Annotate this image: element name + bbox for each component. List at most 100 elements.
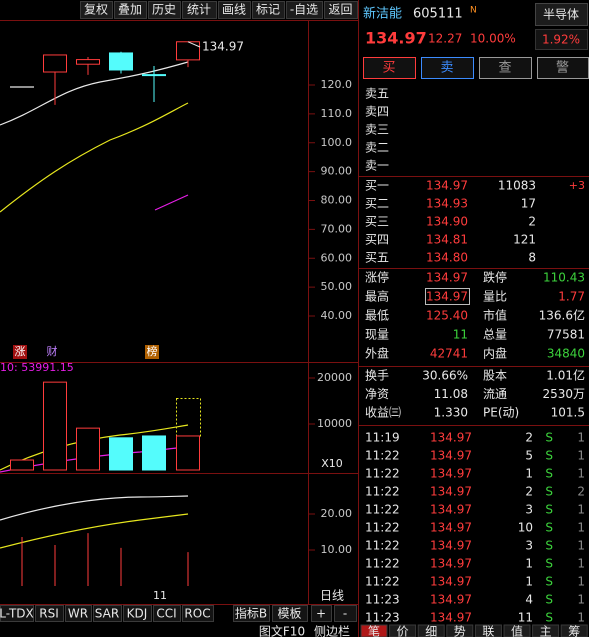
tick-cell: 11:22 [365,539,400,553]
stat-value: 34840 [547,347,585,361]
tick-cell: 11:23 [365,593,400,607]
bid-label: 买一 [365,179,389,193]
panel-tab-label: 细 [425,625,437,637]
sector-box[interactable] [535,3,588,26]
fundamental-value: 30.66% [422,369,468,383]
toolbar-button[interactable] [252,1,285,19]
indicator-tab[interactable] [233,605,270,622]
price-change: 12.27 [428,32,462,46]
panel-tab[interactable] [503,624,531,637]
indicator-tab-label: 模板 [277,607,301,621]
tick-cell: S [545,575,553,589]
panel-tab[interactable] [389,624,417,637]
tick-cell: S [545,449,553,463]
price-tick-label: 40.00 [321,309,353,322]
toolbar-label: -自选 [290,3,318,17]
action-button-label: 警 [556,60,569,76]
tick-cell: 11:22 [365,485,400,499]
indicator-tab[interactable] [0,605,34,622]
panel-tab-label: 筹 [568,625,580,637]
ask-label: 卖四 [365,105,389,119]
volume-label: 10: 53991.15 [0,361,74,374]
panel-tab[interactable] [446,624,474,637]
ask-label: 卖一 [365,159,389,173]
fundamental-value: 11.08 [434,387,468,401]
bid-label: 买三 [365,215,389,229]
volume-bar [142,435,166,471]
stat-value: 42741 [430,347,468,361]
toolbar-button[interactable] [218,1,251,19]
indicator-tab[interactable] [35,605,64,622]
bid-label: 买四 [365,233,389,247]
stat-label: 最高 [365,289,389,304]
volume-tick-label: 20000 [317,371,352,384]
panel-tab[interactable] [474,624,502,637]
bid-volume: 11083 [498,179,536,193]
candle-body [109,52,133,71]
toolbar-button[interactable] [182,1,217,19]
toolbar-button[interactable] [114,1,147,19]
tick-cell: 134.97 [430,431,472,445]
toolbar-button[interactable] [80,1,113,19]
action-button[interactable] [479,57,532,79]
indicator-tick-label: 10.00 [321,543,353,556]
indicator-tab[interactable] [123,605,152,622]
stat-value: 1.77 [558,290,585,304]
stat-value: 11 [453,328,468,342]
toolbar-label: 叠加 [118,3,142,17]
panel-tab[interactable] [417,624,445,637]
bid-price: 134.81 [426,233,468,247]
tick-cell: 1 [577,593,585,607]
bottom-link[interactable]: 图文F10 [259,624,305,637]
toolbar-button[interactable] [148,1,181,19]
tick-cell: 1 [577,467,585,481]
indicator-tab[interactable] [65,605,92,622]
stat-value: 136.6亿 [539,308,585,323]
volume-bar [76,427,100,471]
tick-cell: S [545,467,553,481]
indicator-tab-label: L-TDX [0,607,34,621]
panel-tab-label: 笔 [368,624,380,637]
stat-value: 134.97 [426,290,468,304]
indicator-tab[interactable] [334,605,357,622]
indicator-tab[interactable] [182,605,214,622]
bottom-link[interactable]: 侧边栏 [314,624,350,637]
stat-label: 量比 [483,290,507,304]
marker-bg [145,345,159,359]
bid-volume: 17 [521,197,536,211]
indicator-tab[interactable] [93,605,122,622]
panel-tab[interactable] [560,624,588,637]
volume-bar [43,381,67,471]
toolbar-button[interactable] [324,1,358,19]
fundamental-label: 换手 [365,369,389,383]
tick-cell: 11:19 [365,431,400,445]
tick-cell: S [545,557,553,571]
stat-value: 77581 [547,328,585,342]
indicator-tab[interactable] [311,605,332,622]
volume-bar [176,435,200,471]
action-button-label: 买 [382,61,395,76]
sector-name: 半导体 [543,8,579,22]
panel-tab[interactable] [532,624,560,637]
action-button[interactable] [363,57,416,79]
stat-label: 总量 [483,328,507,342]
indicator-tab-label: + [316,607,326,621]
fundamental-value: 1.01亿 [546,368,585,383]
tick-cell: 4 [525,593,533,607]
tick-cell: S [545,485,553,499]
indicator-tab[interactable] [272,605,308,622]
price-tick-label: 90.00 [321,165,353,178]
tick-cell: 5 [525,449,533,463]
stock-flag: N [470,6,477,16]
stat-value: 125.40 [426,309,468,323]
ask-label: 卖三 [365,123,389,137]
event-marker: 榜 [147,344,158,358]
indicator-tab[interactable] [153,605,181,622]
panel-tab[interactable] [360,624,388,637]
ask-label: 卖二 [365,141,389,155]
stat-label: 最低 [365,309,389,323]
toolbar-button[interactable] [286,1,323,19]
price-tick-label: 80.00 [321,194,353,207]
stock-name: 新洁能 [363,6,402,22]
action-button[interactable] [421,57,474,79]
